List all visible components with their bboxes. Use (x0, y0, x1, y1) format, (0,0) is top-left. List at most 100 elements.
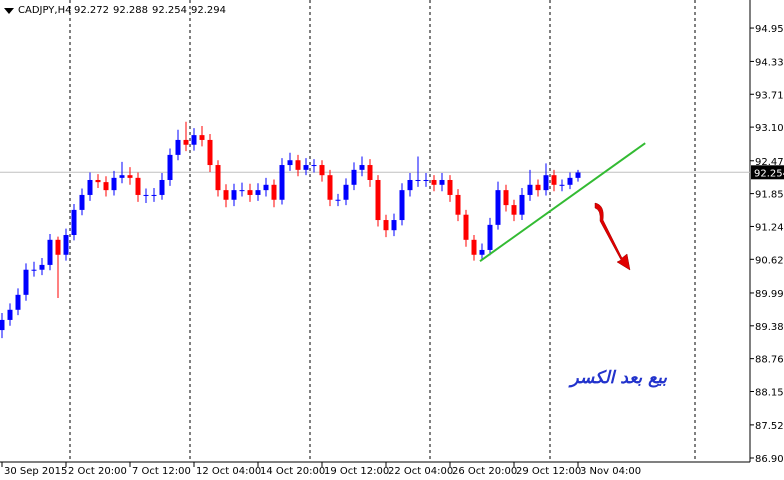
x-tick-label: 2 Oct 20:00 (68, 466, 127, 477)
y-tick-label: 88.150 (755, 387, 784, 398)
candle-body (183, 139, 189, 145)
candle-body (31, 269, 37, 271)
candle-body (191, 135, 197, 145)
trendline (479, 142, 646, 262)
candle-body (239, 190, 245, 192)
candle-body (311, 165, 317, 167)
candle-body (103, 182, 109, 191)
x-tick-label: 22 Oct 04:00 (388, 466, 453, 477)
candle-body (175, 139, 181, 155)
header-value: 92.288 (113, 5, 148, 16)
candle-body (0, 319, 5, 331)
candle-body (295, 160, 301, 170)
candle-body (287, 160, 293, 166)
candle-body (7, 309, 13, 320)
price-label: 92.254 (754, 168, 784, 179)
header-value: 92.294 (191, 5, 226, 16)
collapse-icon[interactable] (4, 8, 14, 14)
candle-body (39, 264, 45, 270)
candle-body (151, 194, 157, 196)
candle-body (127, 175, 133, 178)
candle-body (319, 165, 325, 176)
candle-body (47, 239, 53, 265)
candle-body (415, 179, 421, 181)
candles (0, 121, 581, 339)
candle-body (207, 139, 213, 166)
x-tick-label: 19 Oct 12:00 (324, 466, 389, 477)
candle-body (199, 135, 205, 140)
price-label-box (751, 165, 784, 180)
candle-body (367, 165, 373, 180)
candle-body (479, 249, 485, 255)
candle-body (447, 179, 453, 195)
y-tick-label: 93.100 (755, 123, 784, 134)
y-tick-label: 92.470 (755, 157, 784, 168)
candle-body (535, 184, 541, 191)
y-tick-label: 90.625 (755, 255, 784, 266)
x-tick-label: 14 Oct 20:00 (260, 466, 325, 477)
header-value: 92.254 (152, 5, 187, 16)
x-tick-label: 30 Sep 2015 (4, 466, 67, 477)
symbol: CADJPY,H4 (18, 5, 71, 16)
candle-body (263, 184, 269, 191)
candle-body (327, 175, 333, 200)
x-tick-label: 26 Oct 20:00 (452, 466, 517, 477)
candle-body (423, 179, 429, 181)
candle-body (471, 239, 477, 255)
y-tick-label: 91.240 (755, 222, 784, 233)
candle-body (79, 194, 85, 210)
annotation: بيع بعد الكسر (568, 368, 668, 388)
candle-body (487, 224, 493, 250)
y-tick-label: 94.330 (755, 57, 784, 68)
candle-body (87, 179, 93, 195)
y-tick-label: 86.905 (755, 454, 784, 465)
candle-body (247, 190, 253, 195)
y-tick-label: 89.380 (755, 322, 784, 333)
candle-body (511, 205, 517, 215)
y-tick-label: 91.855 (755, 190, 784, 201)
candle-body (375, 179, 381, 221)
candle-body (279, 165, 285, 200)
candle-body (463, 214, 469, 240)
candle-body (399, 190, 405, 221)
candle-body (63, 235, 69, 255)
candle-body (567, 177, 573, 185)
candle-body (383, 220, 389, 231)
period-separators (69, 0, 696, 462)
candle-body (231, 190, 237, 200)
x-tick-label: 7 Oct 12:00 (132, 466, 191, 477)
candle-body (71, 209, 77, 236)
candle-body (55, 239, 61, 255)
candle-body (351, 169, 357, 185)
candle-body (503, 190, 509, 206)
x-tick-label: 29 Oct 12:00 (516, 466, 581, 477)
candle-body (343, 184, 349, 200)
candle-body (271, 184, 277, 200)
y-tick-label: 93.715 (755, 90, 784, 101)
candle-body (359, 165, 365, 170)
candle-body (455, 194, 461, 215)
candle-body (95, 179, 101, 183)
header-value: 92.272 (74, 5, 109, 16)
candle-body (303, 165, 309, 170)
candle-body (495, 190, 501, 225)
down-arrow (594, 202, 631, 271)
candle-body (335, 199, 341, 201)
candle-body (159, 179, 165, 195)
candle-body (111, 177, 117, 191)
candle-body (439, 179, 445, 185)
candle-body (167, 154, 173, 180)
candle-body (23, 269, 29, 295)
candle-body (143, 194, 149, 196)
candle-body (575, 172, 581, 178)
candle-body (215, 165, 221, 191)
candle-body (135, 177, 141, 195)
candle-body (519, 194, 525, 215)
y-tick-label: 94.955 (755, 24, 784, 35)
candle-body (255, 190, 261, 195)
candle-body (551, 175, 557, 185)
candle-body (407, 179, 413, 191)
header-values: 92.272 92.288 92.254 92.294 (74, 5, 226, 16)
